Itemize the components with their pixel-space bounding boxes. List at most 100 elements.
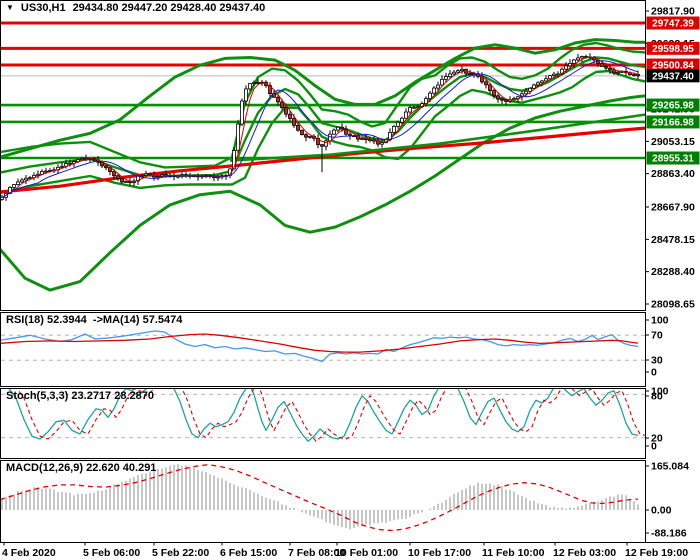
candle-bull <box>1 196 4 200</box>
time-axis-label[interactable]: 6 Feb 15:00 <box>220 547 277 559</box>
macd-indicator-label: MACD(12,26,9) 22.620 40.291 <box>6 462 157 474</box>
time-axis-label[interactable]: 5 Feb 06:00 <box>83 547 140 559</box>
candle-bull <box>244 88 248 102</box>
candle-bull <box>428 92 432 99</box>
candle-bull <box>632 74 636 76</box>
candle-bull <box>452 71 456 75</box>
stoch-indicator-label: Stoch(5,3,3) 23.2717 28.2870 <box>6 390 154 402</box>
candle-bull <box>8 187 12 194</box>
candle-bull <box>436 84 440 89</box>
rsi-axis-label: 0 <box>651 367 657 379</box>
candle-bear <box>600 63 604 67</box>
candle-bull <box>240 100 244 125</box>
macd-histogram <box>1 464 639 532</box>
time-axis-label[interactable]: 11 Feb 10:00 <box>482 547 545 559</box>
price-badge-red <box>646 58 700 72</box>
time-axis-label[interactable]: 4 Feb 2020 <box>2 547 56 559</box>
stoch-axis-label: 80 <box>651 391 663 403</box>
band-wide-lower <box>1 94 645 292</box>
candle-bull <box>432 87 436 94</box>
time-axis-label[interactable]: 12 Feb 19:00 <box>625 547 688 559</box>
candle-bull <box>532 84 536 89</box>
candle-bull <box>536 82 540 86</box>
candle-bull <box>408 107 412 113</box>
price-badge-red <box>646 41 700 55</box>
candle-bull <box>60 165 64 168</box>
candle-bear <box>112 171 116 177</box>
rsi-ma-line <box>1 333 639 353</box>
candle-bull <box>564 65 568 70</box>
price-axis-label: 28288.40 <box>651 266 695 278</box>
stoch-signal-line <box>16 389 645 442</box>
price-axis-label: 28667.90 <box>651 201 695 213</box>
candle-bear <box>296 124 300 131</box>
candle-bull <box>448 73 452 77</box>
candle-bull <box>68 162 72 165</box>
trendline-green <box>229 113 645 162</box>
macd-axis-label: 0.00 <box>651 505 672 517</box>
candle-bear <box>116 175 120 180</box>
candle-bull <box>576 57 580 61</box>
price-badge-label: 29166.98 <box>652 117 694 128</box>
candle-bear <box>484 81 488 86</box>
candle-bull <box>140 175 144 177</box>
price-badge-label: 29437.40 <box>652 71 694 82</box>
candle-bull <box>12 184 16 188</box>
candle-bear <box>468 72 472 75</box>
candle-bull <box>560 68 564 75</box>
candle-bull <box>544 78 548 82</box>
candle-bear <box>276 96 280 103</box>
time-axis-label[interactable]: 10 Feb 01:00 <box>335 547 398 559</box>
rsi-indicator-label: RSI(18) 52.3944 ->MA(14) 57.5474 <box>6 314 183 326</box>
price-badge-label: 29747.39 <box>652 19 694 30</box>
candle-bear <box>288 113 292 119</box>
candle-bull <box>248 83 252 90</box>
candle-bull <box>540 80 544 84</box>
candle-bear <box>348 133 352 137</box>
candle-bull <box>440 78 444 86</box>
time-axis-label[interactable]: 12 Feb 03:00 <box>553 547 616 559</box>
candle-bull <box>24 177 28 181</box>
candle-bear <box>340 126 344 130</box>
candle-bear <box>496 95 500 100</box>
rsi-axis-label: 100 <box>651 315 669 327</box>
time-axis-label[interactable]: 5 Feb 22:00 <box>152 547 209 559</box>
ma-red <box>1 56 639 198</box>
stoch-axis-label: 100 <box>651 386 669 398</box>
candle-bear <box>280 101 284 108</box>
candle-bull <box>580 56 584 59</box>
candle-bear <box>272 93 276 98</box>
price-badge-label: 28955.31 <box>652 154 694 165</box>
stoch-main-line <box>8 389 639 442</box>
candle-bear <box>304 134 308 138</box>
candle-bear <box>608 67 612 71</box>
candle-bear <box>604 65 608 69</box>
candle-bull <box>360 137 364 140</box>
candle-bull <box>456 70 460 73</box>
candle-bull <box>36 173 40 176</box>
main-panel-border <box>0 0 646 311</box>
rsi-panel-border <box>0 312 646 387</box>
candle-bear <box>492 90 496 97</box>
candle-bear <box>504 99 508 102</box>
ma-blue <box>1 60 639 198</box>
candle-bear <box>300 129 304 136</box>
band-lower <box>1 69 645 195</box>
rsi-line <box>1 330 639 363</box>
candle-bull <box>400 117 404 123</box>
candle-bull <box>252 82 256 84</box>
time-axis-label[interactable]: 10 Feb 17:00 <box>408 547 471 559</box>
candle-bull <box>336 126 340 131</box>
time-axis-label[interactable]: 7 Feb 08:00 <box>288 547 345 559</box>
candle-bull <box>392 125 396 133</box>
stoch-axis-label: 20 <box>651 433 663 445</box>
candle-bull <box>28 177 32 180</box>
candle-bull <box>396 121 400 127</box>
candle-bull <box>332 129 336 135</box>
candlesticks <box>1 53 640 202</box>
candle-bull <box>236 123 240 151</box>
candle-bull <box>124 181 128 183</box>
symbol-dropdown-icon[interactable]: ▼ <box>6 3 14 12</box>
candle-bull <box>412 106 416 109</box>
